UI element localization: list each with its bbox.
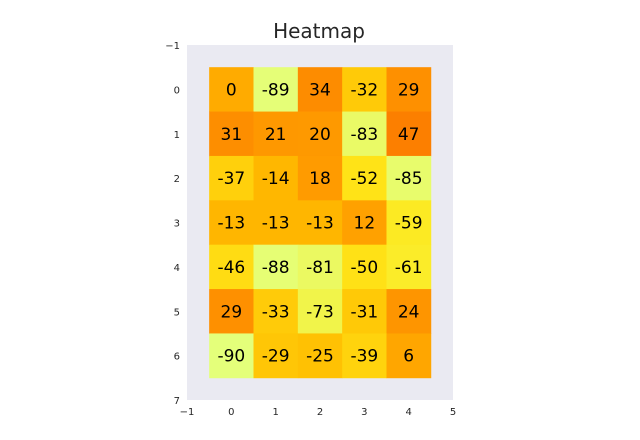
heatmap-cell-r3-c0 [209,200,254,246]
cell-label-r2-c4: -85 [395,169,423,189]
cell-label-r3-c3: 12 [354,214,376,234]
cell-label-r1-c2: 20 [309,125,331,145]
heatmap-cell-r6-c0 [209,333,254,379]
heatmap-cell-r1-c4 [386,111,432,157]
heatmap-cell-r4-c2 [297,244,343,290]
cell-label-r5-c3: -31 [350,302,378,322]
cell-label-r3-c2: -13 [306,214,334,234]
y-axis-ticks: −1 0 1 2 3 4 5 6 7 [165,41,180,407]
heatmap-cell-r1-c2 [297,111,343,157]
cell-label-r5-c4: 24 [398,302,420,322]
x-tick-label: 4 [405,407,411,418]
chart-title: Heatmap [273,19,365,43]
cell-label-r6-c1: -29 [262,347,290,367]
cell-label-r3-c4: -59 [395,214,423,234]
cell-label-r6-c3: -39 [350,347,378,367]
heatmap-cell-r0-c2 [297,67,343,112]
x-tick-label: 3 [361,407,367,418]
cell-label-r2-c2: 18 [309,169,331,189]
heatmap-cell-r5-c4 [386,289,432,334]
heatmap-cell-r0-c3 [342,67,387,112]
heatmap-cell-r1-c0 [209,111,254,157]
y-tick-label: 4 [174,263,180,274]
cell-label-r1-c3: -83 [350,125,378,145]
y-tick-label: 6 [174,352,180,363]
cell-label-r4-c0: -46 [217,258,245,278]
y-tick-label: 1 [174,130,180,141]
heatmap-cell-r4-c1 [253,244,299,290]
cell-label-r2-c0: -37 [217,169,245,189]
cell-label-r2-c3: -52 [350,169,378,189]
cell-label-r6-c0: -90 [217,347,245,367]
y-tick-label: 5 [174,307,180,318]
x-axis-ticks: −1 0 1 2 3 4 5 [180,407,457,418]
y-tick-label: 3 [174,219,180,230]
cell-label-r3-c0: -13 [217,214,245,234]
heatmap-cell-r5-c3 [342,289,387,334]
heatmap-cell-r1-c3 [342,111,387,157]
cell-label-r0-c1: -89 [262,80,290,100]
heatmap-cell-r2-c2 [297,155,343,201]
x-tick-label: 2 [317,407,323,418]
x-tick-label: 0 [228,407,234,418]
heatmap-cell-r5-c2 [297,289,343,334]
cell-label-r6-c4: 6 [403,347,414,367]
heatmap-cell-r4-c4 [386,244,432,290]
heatmap-cell-r0-c4 [386,67,432,112]
cell-label-r0-c4: 29 [398,80,420,100]
heatmap-cell-r6-c3 [342,333,387,379]
heatmap-cell-r2-c0 [209,155,254,201]
cell-label-r3-c1: -13 [262,214,290,234]
heatmap-cell-r5-c1 [253,289,299,334]
y-tick-label: −1 [165,41,180,52]
heatmap-cell-r2-c4 [386,155,432,201]
cell-label-r5-c0: 29 [221,302,243,322]
heatmap-cell-r6-c2 [297,333,343,379]
y-tick-label: 7 [174,396,180,407]
cell-label-r5-c2: -73 [306,302,334,322]
heatmap-cell-r3-c2 [297,200,343,246]
heatmap-cell-r5-c0 [209,289,254,334]
cell-label-r4-c1: -88 [262,258,290,278]
heatmap-cell-r6-c4 [386,333,432,379]
cell-label-r6-c2: -25 [306,347,334,367]
cell-label-r1-c1: 21 [265,125,287,145]
heatmap-cell-r2-c3 [342,155,387,201]
y-tick-label: 2 [174,174,180,185]
cell-label-r0-c2: 34 [309,80,331,100]
cell-label-r5-c1: -33 [262,302,290,322]
heatmap-cell-r6-c1 [253,333,299,379]
heatmap-cell-r0-c0 [209,67,254,112]
y-tick-label: 0 [174,85,180,96]
heatmap-cell-r3-c1 [253,200,299,246]
heatmap-cell-r3-c4 [386,200,432,246]
x-tick-label: 5 [450,407,456,418]
cell-label-r1-c4: 47 [398,125,420,145]
cell-label-r4-c4: -61 [395,258,423,278]
cell-label-r4-c2: -81 [306,258,334,278]
cell-label-r0-c3: -32 [350,80,378,100]
heatmap-cell-r0-c1 [253,67,299,112]
heatmap-cells [209,67,432,379]
heatmap-cell-r4-c3 [342,244,387,290]
cell-label-r1-c0: 31 [221,125,243,145]
heatmap-cell-r4-c0 [209,244,254,290]
heatmap-cell-r2-c1 [253,155,299,201]
cell-label-r4-c3: -50 [350,258,378,278]
heatmap-cell-r3-c3 [342,200,387,246]
x-tick-label: 1 [272,407,278,418]
cell-label-r2-c1: -14 [262,169,290,189]
cell-label-r0-c0: 0 [226,80,237,100]
x-tick-label: −1 [180,407,195,418]
heatmap-cell-r1-c1 [253,111,299,157]
